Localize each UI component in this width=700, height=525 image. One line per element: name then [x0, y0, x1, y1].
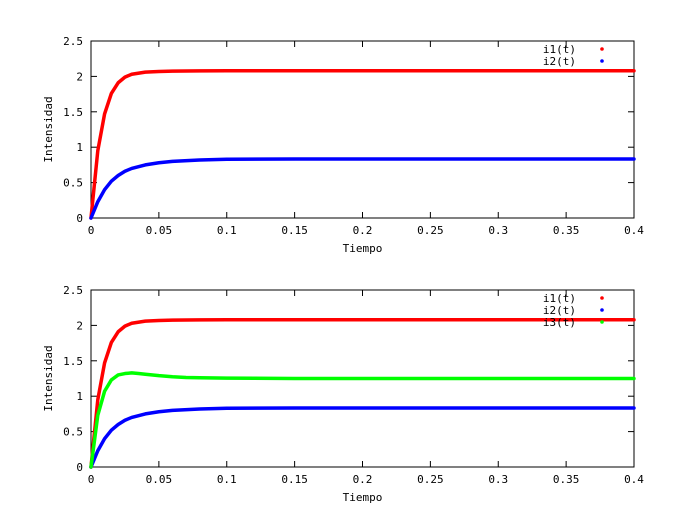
series-line-2 — [89, 406, 636, 469]
series-line-1 — [89, 68, 636, 220]
y-tick-label: 1 — [76, 141, 83, 154]
x-axis-label: Tiempo — [343, 242, 383, 255]
legend-marker — [600, 47, 604, 51]
x-tick-label: 0 — [88, 473, 95, 486]
x-tick-label: 0.3 — [488, 473, 508, 486]
y-tick-label: 1.5 — [63, 106, 83, 119]
x-tick-label: 0.1 — [217, 224, 237, 237]
series-line-3 — [89, 371, 636, 469]
x-tick-label: 0.15 — [281, 473, 308, 486]
legend-label: i3(t) — [543, 316, 576, 329]
legend-label: i2(t) — [543, 304, 576, 317]
x-tick-label: 0.05 — [146, 473, 173, 486]
chart-panel-1: 0 0.05 0.1 0.15 0.2 0.25 0.3 0.35 0.4 0 0.5 1 1.5 2 2.… — [42, 35, 644, 255]
x-tick-label: 0.25 — [417, 224, 444, 237]
legend-marker — [600, 320, 604, 324]
y-tick-label: 2 — [76, 319, 83, 332]
x-tick-label: 0.35 — [553, 473, 580, 486]
y-tick-label: 2.5 — [63, 35, 83, 48]
x-tick-label: 0.4 — [624, 224, 644, 237]
legend-label: i1(t) — [543, 292, 576, 305]
x-tick-label: 0.3 — [488, 224, 508, 237]
y-tick-label: 0.5 — [63, 177, 83, 190]
y-tick-label: 0.5 — [63, 426, 83, 439]
y-tick-label: 0 — [76, 212, 83, 225]
x-tick-label: 0.2 — [353, 224, 373, 237]
x-tick-label: 0.25 — [417, 473, 444, 486]
y-tick-label: 1 — [76, 390, 83, 403]
x-tick-label: 0.05 — [146, 224, 173, 237]
x-tick-label: 0.35 — [553, 224, 580, 237]
legend-label: i1(t) — [543, 43, 576, 56]
y-axis-label: Intensidad — [42, 96, 55, 162]
chart-panel-2: 0 0.05 0.1 0.15 0.2 0.25 0.3 0.35 0.4 0 0.5 1 1.5 2 2.… — [42, 284, 644, 504]
y-tick-label: 2 — [76, 70, 83, 83]
series-line-1 — [89, 317, 636, 469]
x-axis-label: Tiempo — [343, 491, 383, 504]
x-tick-label: 0.2 — [353, 473, 373, 486]
x-tick-label: 0.15 — [281, 224, 308, 237]
y-tick-label: 2.5 — [63, 284, 83, 297]
y-axis-label: Intensidad — [42, 345, 55, 411]
legend-label: i2(t) — [543, 55, 576, 68]
x-tick-label: 0 — [88, 224, 95, 237]
legend-marker — [600, 308, 604, 312]
series-line-2 — [89, 157, 636, 220]
x-tick-label: 0.1 — [217, 473, 237, 486]
x-tick-label: 0.4 — [624, 473, 644, 486]
y-tick-label: 1.5 — [63, 355, 83, 368]
legend-marker — [600, 296, 604, 300]
y-tick-label: 0 — [76, 461, 83, 474]
legend-marker — [600, 59, 604, 63]
